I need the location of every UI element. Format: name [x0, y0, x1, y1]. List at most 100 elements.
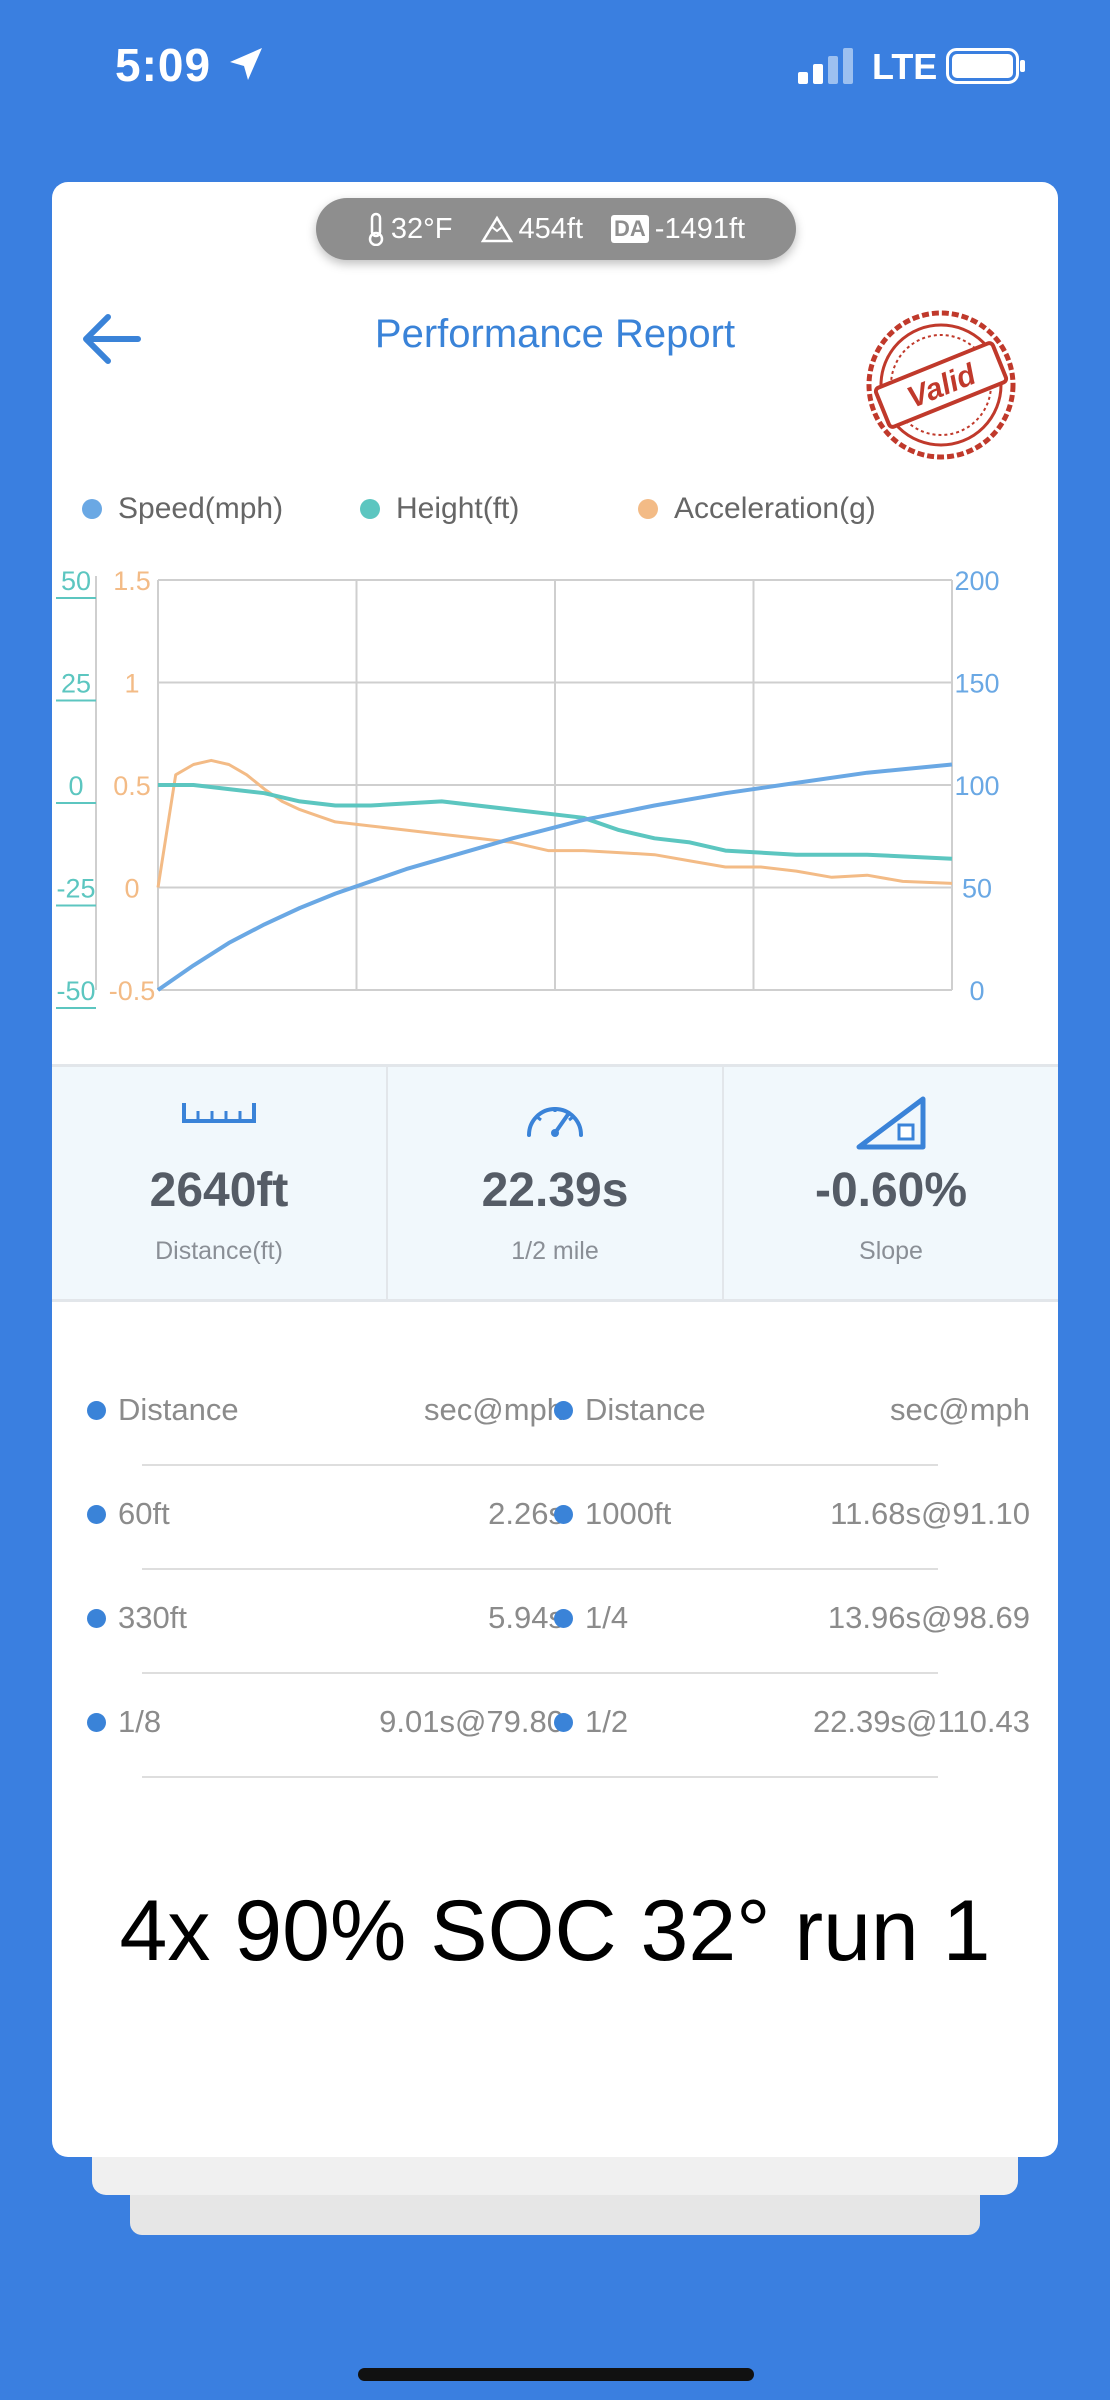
bullet-icon	[554, 1608, 573, 1628]
acceleration-line	[156, 758, 953, 888]
environment-pill: 32°F 454ft DA -1491ft	[316, 198, 796, 260]
split-value: 11.68s@91.10	[830, 1496, 1030, 1531]
divider	[142, 1672, 938, 1674]
speed-tick-label: 200	[954, 566, 999, 596]
split-cell: 1000ft	[554, 1496, 671, 1532]
height-tick-label: 50	[61, 566, 91, 596]
split-header-left: Distance	[87, 1392, 239, 1428]
bullet-icon	[554, 1400, 573, 1420]
split-label: 1/4	[585, 1600, 629, 1635]
bullet-icon	[554, 1712, 573, 1732]
height-tick-label: 25	[61, 669, 91, 699]
chart-legend: Speed(mph) Height(ft) Acceleration(g)	[82, 492, 1042, 542]
split-value: 22.39s@110.43	[812, 1704, 1030, 1739]
density-altitude-value: -1491ft	[654, 212, 746, 245]
stat-distance-label: Distance(ft)	[155, 1237, 283, 1265]
splits-table: Distance sec@mph Distance sec@mph 60ft 2…	[82, 1362, 1032, 1778]
acceleration-tick-label: 0.5	[113, 771, 151, 801]
speedometer-icon	[527, 1107, 583, 1137]
battery-icon	[946, 48, 1025, 84]
divider	[142, 1568, 938, 1570]
thermometer-icon	[368, 212, 384, 246]
stat-slope: -0.60% Slope	[724, 1067, 1058, 1299]
height-line	[158, 783, 953, 861]
bullet-icon	[87, 1504, 106, 1524]
stat-distance-value: 2640ft	[149, 1164, 289, 1217]
split-header-left-value: sec@mph	[423, 1392, 564, 1427]
acceleration-tick-label: 1.5	[113, 566, 151, 596]
performance-chart: 50 25 0 -25 -50 1.5 1 0.5 0 -0.5 200 150 100 50 0	[56, 566, 1000, 1009]
split-cell: 1/8	[87, 1704, 161, 1740]
legend-height-label: Height(ft)	[396, 492, 520, 525]
altitude-value: 454ft	[518, 212, 584, 245]
split-value: 9.01s@79.80	[379, 1704, 564, 1739]
table-row: 1/8 9.01s@79.80 1/2 22.39s@110.43	[82, 1674, 1032, 1778]
split-header-left-label: Distance	[118, 1392, 239, 1427]
split-cell: 1/2	[554, 1704, 628, 1740]
split-label: 1/8	[118, 1704, 162, 1739]
splits-header-row: Distance sec@mph Distance sec@mph	[82, 1362, 1032, 1466]
slope-icon	[856, 1096, 926, 1150]
split-label: 1/2	[585, 1704, 629, 1739]
speed-tick-label: 100	[954, 771, 999, 801]
bullet-icon	[87, 1608, 106, 1628]
back-arrow-icon[interactable]	[76, 304, 146, 374]
altitude-item: 454ft	[480, 212, 584, 246]
bullet-icon	[554, 1504, 573, 1524]
bullet-icon	[87, 1400, 106, 1420]
stat-slope-label: Slope	[859, 1237, 923, 1265]
table-row: 60ft 2.26s 1000ft 11.68s@91.10	[82, 1466, 1032, 1570]
performance-report-card: 32°F 454ft DA -1491ft Performance Report…	[52, 182, 1058, 2157]
stat-slope-value: -0.60%	[814, 1164, 968, 1217]
height-tick-label: 0	[68, 771, 83, 801]
split-value: 5.94s	[488, 1600, 564, 1635]
speed-tick-label: 50	[962, 874, 992, 904]
split-label: 1000ft	[585, 1496, 672, 1531]
legend-acceleration: Acceleration(g)	[638, 492, 876, 526]
run-note: 4x 90% SOC 32° run 1	[119, 1883, 991, 1979]
speed-dot-icon	[82, 499, 102, 519]
page-title: Performance Report	[374, 312, 736, 356]
split-cell: 60ft	[87, 1496, 170, 1532]
acceleration-tick-label: -0.5	[109, 976, 156, 1006]
speed-tick-label: 150	[954, 669, 999, 699]
location-arrow-icon	[230, 48, 262, 80]
stat-time-value: 22.39s	[481, 1164, 629, 1217]
legend-speed-label: Speed(mph)	[118, 492, 284, 525]
density-altitude-item: DA -1491ft	[611, 213, 745, 246]
stat-time-label: 1/2 mile	[511, 1237, 599, 1265]
acceleration-dot-icon	[638, 499, 658, 519]
temperature-item: 32°F	[367, 212, 453, 246]
split-header-right-value: sec@mph	[889, 1392, 1030, 1427]
temperature-value: 32°F	[390, 212, 453, 245]
split-header-right: Distance	[554, 1392, 706, 1428]
divider	[142, 1776, 938, 1778]
legend-speed: Speed(mph)	[82, 492, 283, 526]
valid-stamp: Valid	[866, 310, 1016, 460]
split-cell: 330ft	[87, 1600, 187, 1636]
home-indicator[interactable]	[358, 2368, 754, 2381]
acceleration-tick-label: 1	[124, 669, 139, 699]
stat-distance: 2640ft Distance(ft)	[52, 1067, 388, 1299]
speed-tick-label: 0	[969, 976, 984, 1006]
status-time: 5:09	[115, 39, 212, 91]
mountain-icon	[480, 215, 513, 243]
split-value: 13.96s@98.69	[827, 1600, 1030, 1635]
acceleration-tick-label: 0	[124, 874, 139, 904]
status-bar: 5:09 LTE	[0, 0, 1110, 130]
height-tick-label: -25	[56, 874, 95, 904]
split-label: 60ft	[118, 1496, 170, 1531]
network-label: LTE	[872, 46, 938, 87]
split-header-right-label: Distance	[585, 1392, 706, 1427]
height-dot-icon	[360, 499, 380, 519]
divider	[142, 1464, 938, 1466]
legend-height: Height(ft)	[360, 492, 519, 526]
split-value: 2.26s	[488, 1496, 564, 1531]
split-label: 330ft	[118, 1600, 187, 1635]
legend-acceleration-label: Acceleration(g)	[674, 492, 876, 525]
stat-time: 22.39s 1/2 mile	[388, 1067, 724, 1299]
density-altitude-label: DA	[611, 215, 649, 243]
table-row: 330ft 5.94s 1/4 13.96s@98.69	[82, 1570, 1032, 1674]
ruler-icon	[182, 1103, 256, 1123]
stats-row: 2640ft Distance(ft) 22.39s 1/2 mile -0.6…	[52, 1064, 1058, 1302]
